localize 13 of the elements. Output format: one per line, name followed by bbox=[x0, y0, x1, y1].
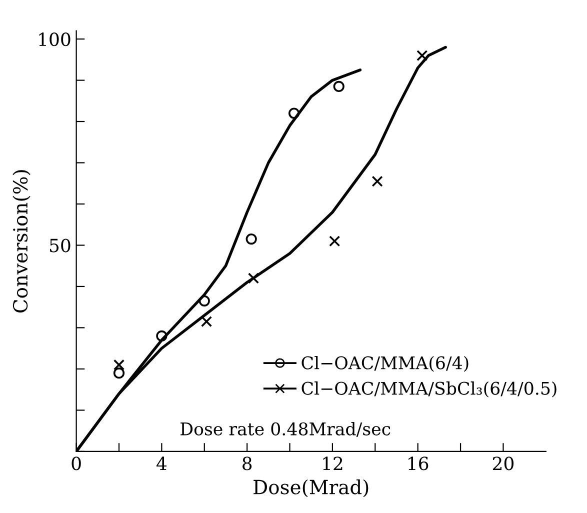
y-tick-label: 100 bbox=[39, 32, 70, 46]
x-tick-label: 4 bbox=[156, 456, 167, 470]
x-tick-label: 0 bbox=[72, 456, 81, 470]
y-tick-label: 50 bbox=[50, 238, 70, 252]
x-axis-title: Dose(Mrad) bbox=[254, 479, 368, 498]
x-tick-label: 20 bbox=[492, 456, 514, 470]
y-axis-title: Conversion(%) bbox=[12, 170, 30, 313]
annotation: Dose rate 0.48Mrad/sec bbox=[180, 422, 390, 437]
legend-label: Cl−OAC/MMA(6/4) bbox=[302, 356, 468, 372]
legend-label: Cl−OAC/MMA/SbCl₃(6/4/0.5) bbox=[302, 381, 556, 398]
x-tick-label: 12 bbox=[323, 456, 342, 470]
x-tick-label: 8 bbox=[242, 456, 252, 470]
x-tick-label: 16 bbox=[408, 456, 428, 470]
